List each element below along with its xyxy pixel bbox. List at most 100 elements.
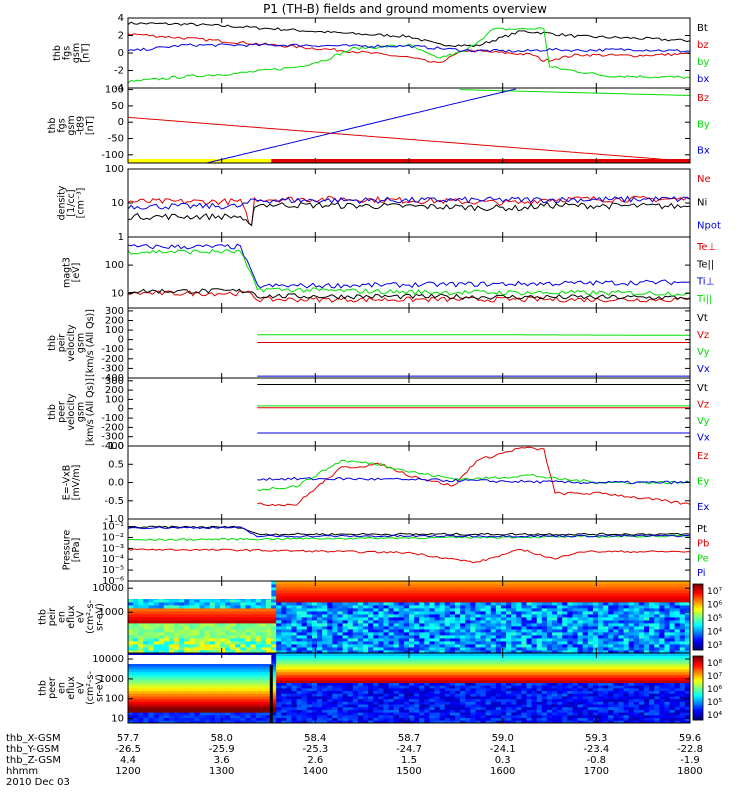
legend-efield-0: Ez	[697, 451, 709, 462]
legend-fgs-3: bx	[697, 74, 709, 85]
fgs-yaxis: 4 2 0 -2 -4	[114, 13, 690, 94]
y-tick-label: 10000	[92, 654, 124, 665]
y-tick-label: 200	[105, 385, 124, 396]
y-axis-label-line: [eV]	[71, 263, 82, 283]
y-tick-label: 1	[118, 232, 124, 243]
legend-peer-2: Vy	[697, 416, 710, 427]
footer-value: -25.9	[209, 744, 235, 755]
y-axis-label-line: sr-eV)	[95, 674, 106, 702]
peir_spec-yaxis: 10000 1000	[92, 583, 690, 618]
peer-series-group	[257, 384, 690, 434]
pressure-legend: Pt Pb Pe Pi	[697, 524, 709, 579]
y-axis-label-line: fgs	[57, 118, 68, 132]
fgs-t89-red-band	[271, 159, 690, 163]
y-tick-label: 10	[111, 288, 124, 299]
legend-density-0: Ne	[697, 174, 711, 185]
y-axis-label-line: Pressure	[61, 530, 72, 571]
y-tick-label: -300	[101, 432, 124, 443]
panel-peer: VtVzVyVx3002001000-100-200-300-400thbpee…	[47, 376, 710, 452]
y-tick-label: 10	[111, 198, 124, 209]
colorbar-tick-label: 10⁴	[707, 628, 722, 638]
density-series-0	[128, 195, 690, 227]
footer-value: -25.3	[302, 744, 328, 755]
colorbar-tick-label: 10⁴	[707, 711, 722, 721]
y-tick-label: 1000	[99, 607, 124, 618]
y-tick-label: 10⁻⁶	[102, 576, 124, 587]
y-tick-label: 2	[118, 31, 124, 42]
legend-peer-0: Vt	[697, 383, 708, 394]
y-axis-label-line: -t89	[76, 116, 87, 135]
legend-peir-0: Vt	[697, 313, 708, 324]
footer-value: 1600	[490, 766, 515, 777]
y-tick-label: -100	[101, 150, 124, 161]
y-axis-label-line: en	[57, 611, 68, 623]
footer-value: 59.0	[492, 733, 514, 744]
footer-value: -22.8	[677, 744, 703, 755]
y-axis-label-line: gsm	[76, 402, 87, 422]
fgs-series-group	[128, 21, 690, 84]
pressure-series-0	[128, 525, 690, 536]
fgs_t89-series-0	[128, 116, 690, 162]
footer-value: 4.4	[120, 755, 136, 766]
temp-ylabel: magt3[eV]	[61, 257, 82, 288]
y-axis-label-line: gsm	[66, 115, 77, 135]
pressure-yaxis: 10⁻¹10⁻²10⁻³10⁻⁴10⁻⁵10⁻⁶	[102, 522, 690, 587]
y-axis-label-line: [cm⁻³]	[76, 188, 87, 219]
fgs_t89-yaxis: 100 50 0 -50 -100	[101, 85, 690, 161]
colorbar-tick-label: 10⁵	[707, 698, 722, 708]
colorbar-tick-label: 10⁶	[707, 685, 722, 695]
temp-series-3	[128, 248, 690, 297]
y-tick-label: -0.5	[104, 496, 124, 507]
peir-legend: Vt Vz Vy Vx	[697, 313, 710, 375]
footer-ephemeris: thb_X-GSM 57.7 58.0 58.4 58.7 59.0 59.3 59.6 thb…	[6, 733, 703, 788]
panels-group: Btbzbybx420-2-4thbfgsgsm[nT]BzByBx100500…	[38, 13, 723, 725]
footer-value: -24.1	[490, 744, 516, 755]
y-tick-label: -400	[101, 441, 124, 452]
y-axis-label-line: thb	[47, 118, 58, 134]
density-series-1	[128, 201, 690, 227]
footer-value: -1.9	[680, 755, 700, 766]
y-tick-label: 200	[105, 316, 124, 327]
pressure-series-group	[128, 525, 690, 564]
figure-title: P1 (TH-B) fields and ground moments over…	[263, 2, 547, 16]
pressure-ylabel: Pressure[nPa]	[61, 530, 82, 571]
legend-density-1: Ni	[697, 197, 707, 208]
y-tick-label: 4	[118, 13, 124, 24]
footer-value: 1700	[584, 766, 609, 777]
y-axis-label-line: fgs	[61, 46, 72, 60]
y-axis-label-line: velocity	[66, 324, 77, 362]
y-tick-label: -200	[101, 354, 124, 365]
y-tick-label: 10⁻²	[102, 533, 124, 544]
y-tick-label: 100	[105, 260, 124, 271]
legend-fgs-1: bz	[697, 40, 709, 51]
y-axis-label-line: peer	[47, 677, 58, 699]
y-tick-label: 10⁻³	[102, 543, 124, 554]
y-axis-label-line: thb	[38, 680, 49, 696]
y-tick-label: 0	[118, 117, 124, 128]
fgs_t89-series-2	[206, 88, 516, 163]
colorbar-tick-label: 10⁶	[707, 601, 722, 611]
footer-row-label: thb_Z-GSM	[6, 755, 61, 766]
legend-temp-3: Ti||	[696, 294, 712, 305]
legend-fgs_t89-1: By	[697, 119, 710, 130]
y-tick-label: 10⁻⁴	[102, 554, 124, 565]
y-axis-label-line: (cm²-s-	[85, 600, 96, 634]
y-axis-label-line: [km/s (All Qs)]	[85, 378, 96, 446]
y-tick-label: 10000	[92, 583, 124, 594]
y-axis-label-line: velocity	[66, 393, 77, 431]
efield-series-group	[257, 446, 690, 507]
y-axis-label-line: eV	[76, 681, 87, 694]
y-tick-label: 10⁻¹	[102, 522, 124, 533]
efield-series-2	[257, 476, 690, 485]
footer-value: -23.4	[583, 744, 609, 755]
peir_spec-image	[128, 581, 691, 654]
footer-value: 1300	[209, 766, 234, 777]
temp-legend: Te⊥ Te|| Ti⊥ Ti||	[696, 242, 716, 305]
density-series-group	[128, 195, 690, 227]
footer-value: 1200	[115, 766, 140, 777]
y-tick-label: 100	[105, 394, 124, 405]
legend-pressure-2: Pe	[697, 553, 709, 564]
